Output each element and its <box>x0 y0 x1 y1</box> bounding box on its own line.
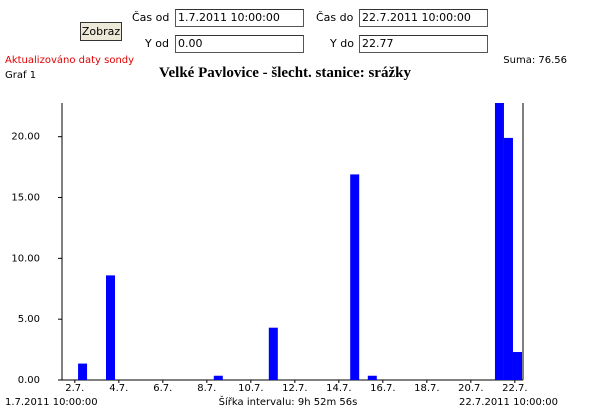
x-tick-label: 18.7. <box>414 383 439 394</box>
graph-label: Graf 1 <box>5 70 37 81</box>
chart-title: Velké Pavlovice - šlecht. stanice: srážk… <box>159 65 411 81</box>
bar <box>78 363 88 380</box>
status: Aktualizováno daty sondy <box>5 55 135 66</box>
sum: Suma: 76.56 <box>503 55 567 66</box>
bar <box>513 352 522 380</box>
from-input[interactable]: 1.7.2011 10:00:00 <box>175 9 304 27</box>
x-tick-label: 16.7. <box>370 383 395 394</box>
bar <box>503 137 513 380</box>
show-button[interactable]: Zobraz <box>80 22 122 41</box>
x-tick-label: 20.7. <box>458 383 483 394</box>
x-tick-label: 12.7. <box>282 383 307 394</box>
x-tick-label: 10.7. <box>238 383 263 394</box>
y-tick-label: 10.00 <box>11 253 40 264</box>
y-tick-label: 20.00 <box>11 132 40 143</box>
x-tick-label: 6.7. <box>153 383 172 394</box>
x-tick-label: 4.7. <box>109 383 128 394</box>
y-tick-label: 5.00 <box>18 314 40 325</box>
from-label: Čas od <box>132 11 170 24</box>
yto-label: Y do <box>330 37 354 50</box>
x-tick-label: 2.7. <box>65 383 84 394</box>
yfrom-input[interactable]: 0.00 <box>175 35 304 53</box>
bar <box>268 327 278 380</box>
end-label: 22.7.2011 10:00:00 <box>459 397 558 408</box>
bar <box>106 275 115 380</box>
y-tick-label: 15.00 <box>11 193 40 204</box>
x-tick-label: 22.7. <box>502 383 527 394</box>
yto-input[interactable]: 22.77 <box>359 35 488 53</box>
bar <box>494 103 504 380</box>
bar <box>367 375 377 380</box>
start-label: 1.7.2011 10:00:00 <box>5 397 98 408</box>
interval-label: Šířka intervalu: 9h 52m 56s <box>219 395 358 408</box>
x-tick-label: 14.7. <box>326 383 351 394</box>
x-tick-label: 8.7. <box>197 383 216 394</box>
yfrom-label: Y od <box>145 37 169 50</box>
y-tick-label: 0.00 <box>18 375 40 386</box>
bar <box>213 375 223 380</box>
bar <box>350 174 360 380</box>
to-input[interactable]: 22.7.2011 10:00:00 <box>359 9 488 27</box>
to-label: Čas do <box>316 11 354 24</box>
